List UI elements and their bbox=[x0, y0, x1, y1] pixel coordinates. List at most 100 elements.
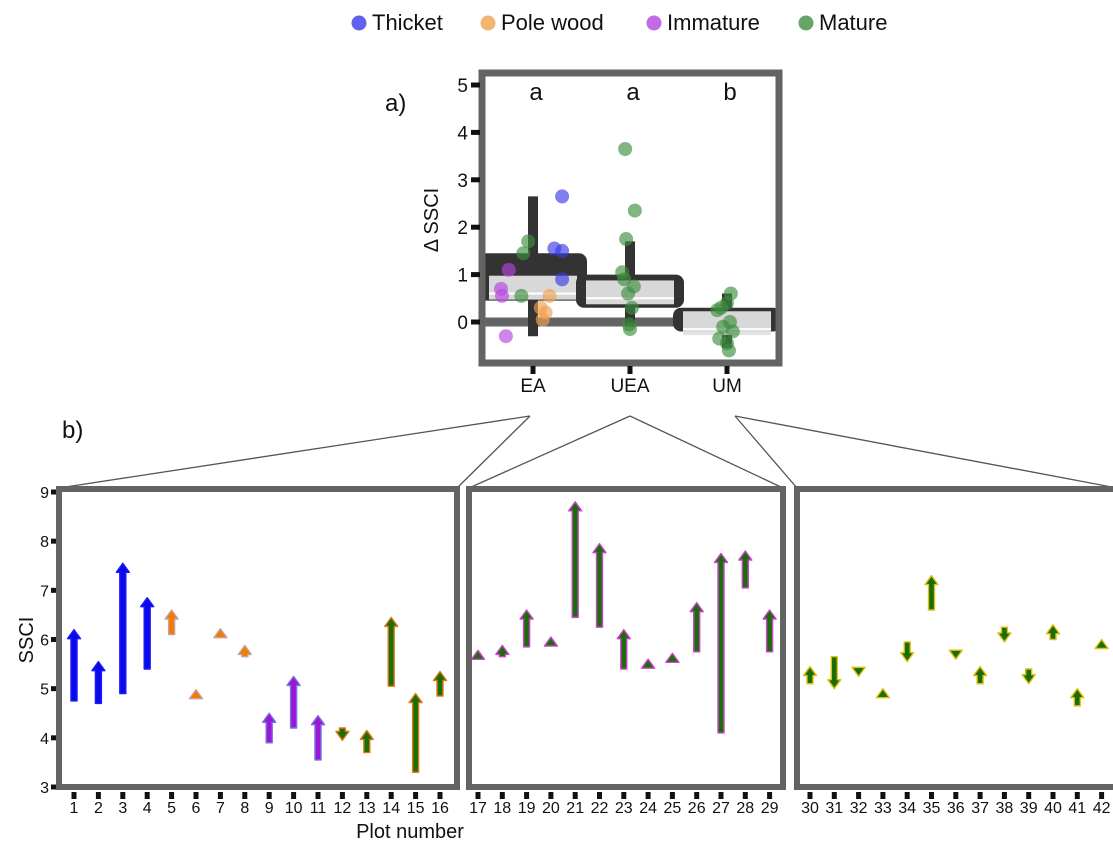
significance-letter: b bbox=[723, 79, 736, 106]
x-tick-mark bbox=[929, 792, 934, 799]
x-tick-mark bbox=[694, 792, 700, 799]
x-tick-label: 37 bbox=[971, 800, 989, 817]
arrow-plot-16 bbox=[432, 670, 448, 697]
data-point bbox=[721, 343, 736, 358]
arrow-plot-11 bbox=[310, 715, 326, 761]
x-tick-label: 11 bbox=[310, 800, 327, 817]
legend-marker bbox=[798, 15, 814, 31]
x-tick-label: 42 bbox=[1093, 800, 1111, 817]
arrow-plot-4 bbox=[140, 597, 155, 670]
connector-line bbox=[734, 415, 1113, 488]
x-tick-mark bbox=[71, 792, 77, 799]
data-point bbox=[494, 288, 509, 303]
x-tick-mark bbox=[767, 792, 773, 799]
arrow-plot-26 bbox=[689, 601, 704, 653]
facet-frame-EA bbox=[56, 486, 460, 790]
y-tick-mark bbox=[471, 177, 480, 183]
data-point bbox=[619, 232, 634, 247]
x-tick-mark bbox=[524, 792, 530, 799]
arrow-plot-33 bbox=[875, 687, 891, 699]
x-tick-mark bbox=[388, 792, 394, 799]
y-tick-label: 4 bbox=[40, 731, 49, 748]
y-tick-label: 0 bbox=[457, 313, 468, 334]
connector-line bbox=[734, 415, 798, 489]
x-tick-mark bbox=[413, 792, 419, 799]
arrow-plot-34 bbox=[900, 641, 915, 663]
x-tick-label: 30 bbox=[801, 800, 819, 817]
x-tick-label: EA bbox=[520, 376, 546, 397]
x-tick-label: 14 bbox=[382, 800, 400, 817]
x-tick-label: 23 bbox=[615, 800, 633, 817]
x-tick-mark bbox=[904, 792, 910, 799]
arrow-plot-41 bbox=[1070, 687, 1085, 707]
connector-line bbox=[456, 415, 531, 489]
data-point bbox=[516, 246, 531, 261]
y-tick-mark bbox=[471, 129, 480, 135]
panel-a-ylabel: Δ SSCI bbox=[421, 188, 443, 253]
arrow-plot-19 bbox=[519, 609, 534, 648]
x-tick-label: 8 bbox=[240, 800, 249, 817]
y-tick-label: 1 bbox=[457, 266, 468, 287]
x-tick-label: 22 bbox=[591, 800, 609, 817]
x-tick-mark bbox=[669, 792, 675, 799]
connector-line bbox=[629, 415, 784, 489]
x-tick-mark bbox=[95, 792, 101, 799]
x-tick-mark bbox=[1050, 792, 1056, 799]
facet-frame-UEA bbox=[466, 486, 786, 790]
y-tick-label: 6 bbox=[40, 633, 49, 650]
x-tick-label: 7 bbox=[216, 800, 225, 817]
arrow-plot-15 bbox=[408, 692, 423, 773]
x-tick-mark bbox=[1026, 792, 1032, 799]
legend-marker bbox=[480, 15, 496, 31]
x-tick-label: 20 bbox=[542, 800, 560, 817]
x-tick-mark bbox=[831, 792, 837, 799]
arrow-plot-8 bbox=[237, 644, 252, 658]
arrow-plot-40 bbox=[1045, 624, 1061, 641]
arrow-plot-7 bbox=[213, 627, 228, 639]
x-tick-label: 19 bbox=[518, 800, 536, 817]
arrow-plot-35 bbox=[924, 574, 939, 611]
arrow-plot-27 bbox=[713, 552, 729, 734]
panel-b-xlabel: Plot number bbox=[356, 821, 464, 843]
connector-line bbox=[468, 415, 631, 489]
data-point bbox=[725, 324, 740, 339]
x-tick-mark bbox=[856, 792, 862, 799]
arrow-plot-30 bbox=[802, 665, 818, 685]
x-tick-label: 15 bbox=[407, 800, 425, 817]
data-point bbox=[498, 329, 513, 344]
x-tick-label: 34 bbox=[898, 800, 916, 817]
x-tick-mark bbox=[724, 366, 730, 374]
y-tick-label: 2 bbox=[457, 218, 468, 239]
x-tick-label: 41 bbox=[1068, 800, 1086, 817]
arrow-plot-3 bbox=[115, 562, 130, 695]
arrow-plot-18 bbox=[495, 644, 510, 658]
x-tick-mark bbox=[364, 792, 370, 799]
x-tick-label: 26 bbox=[688, 800, 706, 817]
facet-frame-UM bbox=[794, 486, 1113, 790]
arrow-plot-31 bbox=[827, 656, 842, 690]
x-tick-mark bbox=[953, 792, 959, 799]
x-tick-label: 38 bbox=[996, 800, 1014, 817]
y-tick-label: 3 bbox=[457, 171, 468, 192]
y-tick-label: 5 bbox=[40, 682, 49, 699]
y-tick-label: 7 bbox=[40, 583, 49, 600]
legend-label: Thicket bbox=[372, 10, 443, 35]
x-tick-mark bbox=[718, 792, 724, 799]
arrow-plot-36 bbox=[948, 649, 963, 660]
x-tick-mark bbox=[977, 792, 983, 799]
data-point bbox=[621, 286, 636, 301]
x-tick-label: 29 bbox=[761, 800, 779, 817]
y-tick-mark bbox=[471, 319, 480, 325]
x-tick-mark bbox=[1074, 792, 1080, 799]
arrow-plot-10 bbox=[286, 675, 301, 729]
data-point bbox=[521, 234, 536, 249]
x-tick-label: 36 bbox=[947, 800, 965, 817]
x-tick-label: 33 bbox=[874, 800, 892, 817]
significance-letter: a bbox=[529, 79, 543, 106]
x-tick-label: 18 bbox=[493, 800, 511, 817]
x-tick-label: 17 bbox=[469, 800, 487, 817]
x-tick-mark bbox=[193, 792, 199, 799]
data-point bbox=[618, 141, 633, 156]
x-tick-mark bbox=[530, 366, 536, 374]
y-tick-mark bbox=[51, 489, 59, 495]
